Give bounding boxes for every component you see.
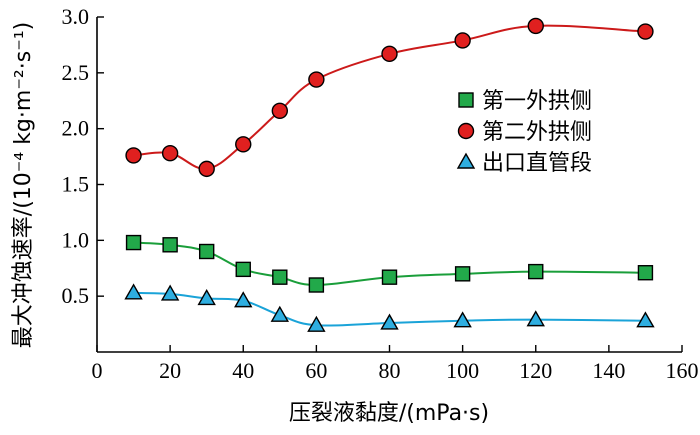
data-point: [453, 311, 472, 328]
data-point: [162, 237, 178, 253]
y-axis-title: 最大冲蚀速率/(10⁻⁴ kg·m⁻²·s⁻¹): [11, 22, 36, 348]
y-tick-label: 2.5: [62, 60, 90, 85]
data-point: [454, 266, 471, 282]
data-point: [125, 147, 142, 164]
data-point: [380, 313, 399, 330]
y-tick-label: 3.0: [62, 4, 90, 29]
data-point: [124, 283, 143, 300]
legend-marker: [456, 152, 476, 169]
series-1: [125, 234, 654, 293]
x-tick-label: 140: [592, 358, 625, 383]
data-point: [160, 284, 180, 301]
data-point: [198, 243, 215, 260]
y-tick-label: 1.5: [62, 172, 90, 197]
axes: [96, 17, 682, 353]
data-point: [234, 291, 253, 308]
x-tick-label: 40: [232, 358, 254, 383]
series-line: [133, 291, 646, 327]
data-point: [308, 277, 325, 293]
data-point: [307, 315, 326, 332]
ticks: 0 20 40 60 80 100 120 140 160 0.5 1.0 1.5 2.0 2.5 3.0: [62, 4, 699, 383]
y-tick-label: 1.0: [62, 227, 90, 252]
data-point: [125, 234, 142, 251]
data-point: [198, 160, 215, 178]
data-point: [636, 311, 655, 328]
legend-marker: [457, 122, 475, 140]
series-3: [124, 283, 655, 332]
data-point: [528, 263, 544, 280]
x-tick-label: 60: [305, 358, 327, 383]
data-point: [527, 17, 544, 35]
data-point: [271, 102, 289, 120]
x-tick-label: 80: [379, 358, 401, 383]
legend-label: 出口直管段: [482, 151, 592, 176]
data-point: [381, 269, 398, 285]
legend-label: 第一外拱侧: [482, 89, 592, 114]
x-tick-label: 0: [92, 358, 103, 383]
data-point: [637, 265, 654, 281]
series-2: [125, 17, 654, 178]
x-tick-label: 160: [666, 358, 699, 383]
data-point: [161, 145, 179, 162]
data-point: [235, 136, 252, 153]
data-point: [197, 288, 216, 306]
data-point: [270, 305, 290, 322]
x-axis-title: 压裂液黏度/(mPa·s): [289, 401, 489, 426]
data-point: [235, 261, 251, 278]
x-tick-label: 100: [446, 358, 479, 383]
data-point: [308, 71, 325, 88]
legend-marker: [458, 92, 474, 108]
data-point: [381, 45, 398, 63]
data-point: [637, 23, 654, 40]
legend-label: 第二外拱侧: [482, 120, 592, 145]
data-point: [526, 310, 545, 327]
data-point: [272, 269, 288, 285]
y-tick-label: 2.0: [62, 116, 90, 141]
x-tick-label: 120: [519, 358, 552, 383]
data-point: [454, 32, 471, 49]
series-layer: [124, 17, 655, 332]
y-tick-label: 0.5: [62, 283, 90, 308]
x-tick-label: 20: [159, 358, 181, 383]
